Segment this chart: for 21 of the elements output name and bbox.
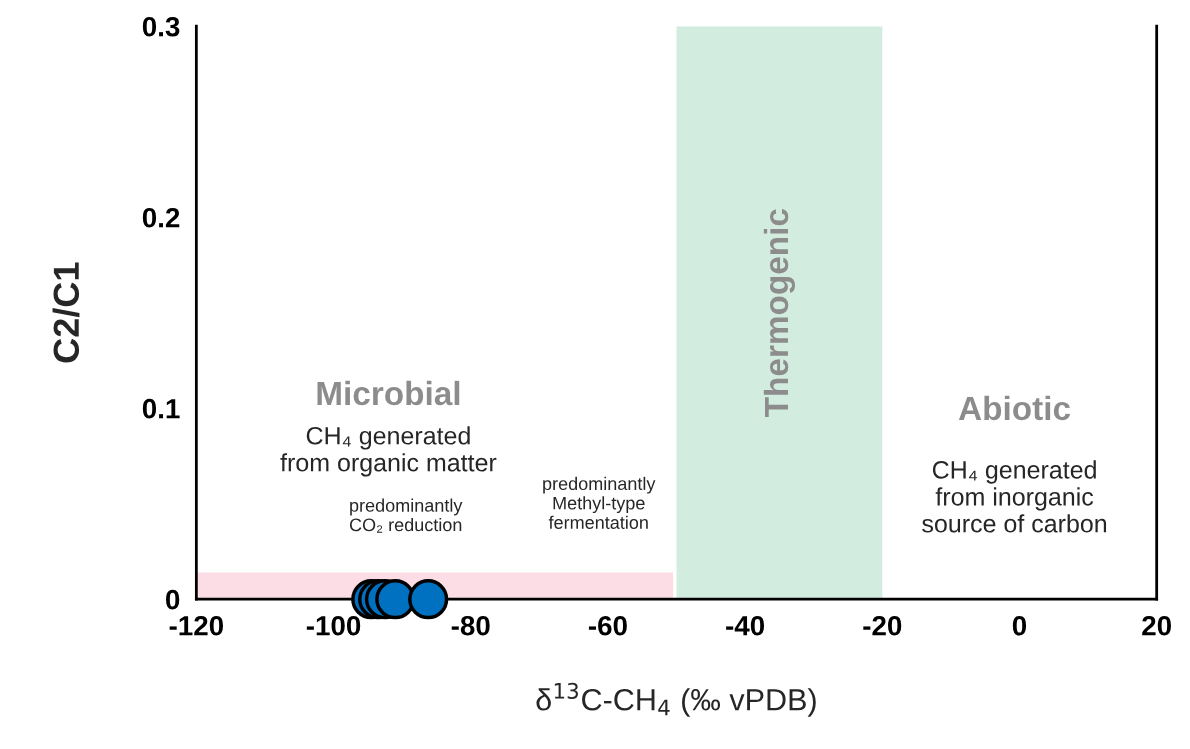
band-label: Thermogenic <box>763 209 796 417</box>
x-tick-label: -120 <box>169 615 224 636</box>
annotation: Microbial <box>317 380 460 406</box>
x-tick-label: 20 <box>1142 615 1171 636</box>
annotation: CH₄ generated from organic matter <box>280 426 497 477</box>
x-tick-label: -100 <box>306 615 361 636</box>
x-tick-label: -80 <box>451 615 490 636</box>
y-tick-label: 0.1 <box>142 398 180 419</box>
y-tick-label: 0.2 <box>142 207 180 228</box>
y-tick-label: 0.3 <box>142 16 180 37</box>
annotation: CH₄ generated from inorganic source of carbon <box>922 460 1107 533</box>
annotation: predominantly CO₂ reduction <box>349 498 463 533</box>
y-axis-title: C2/C1 <box>52 262 80 363</box>
x-tick-label: -40 <box>726 615 765 636</box>
x-tick-label: 0 <box>1012 615 1027 636</box>
x-tick-label: -60 <box>588 615 627 636</box>
y-tick-label: 0 <box>166 589 180 610</box>
annotation: predominantly Methyl-type fermentation <box>543 476 656 529</box>
x-axis-title: δ$^{13}$C-CH$_{4}$ (‰ vPDB) <box>536 682 816 717</box>
x-tick-label: -20 <box>863 615 902 636</box>
annotation: Abiotic <box>958 395 1071 421</box>
